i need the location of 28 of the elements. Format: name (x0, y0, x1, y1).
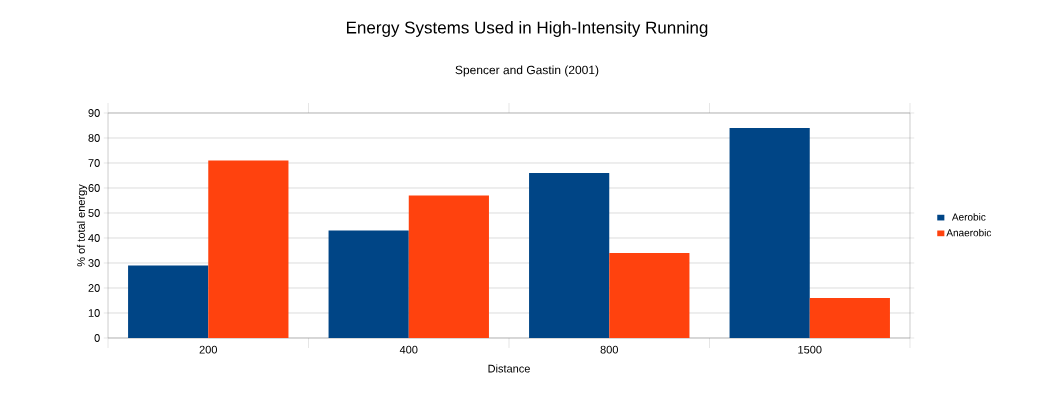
legend-label: Aerobic (951, 213, 986, 221)
bar (328, 230, 409, 338)
y-tick-label: 30 (88, 259, 100, 267)
y-tick-label: 20 (88, 284, 100, 292)
x-tick-label: 200 (199, 345, 217, 354)
chart-title: Energy Systems Used in High-Intensity Running (346, 21, 708, 37)
bar (809, 297, 890, 338)
x-tick-label: 400 (399, 345, 418, 354)
y-tick-label: 60 (88, 184, 100, 192)
y-tick-label: 40 (88, 234, 100, 242)
y-tick-label: 0 (94, 334, 100, 342)
bar (729, 127, 810, 338)
bar (609, 252, 690, 338)
y-tick-label: 90 (88, 109, 100, 117)
x-tick-label: 1500 (798, 345, 822, 354)
y-tick-label: 80 (88, 134, 100, 142)
y-axis-title: % of total energy (76, 184, 88, 267)
x-axis-title: Distance (488, 364, 530, 373)
legend-label: Anaerobic (946, 228, 992, 237)
y-tick-label: 50 (88, 209, 100, 217)
x-tick-label: 800 (600, 345, 618, 354)
bar (128, 265, 209, 338)
bar (408, 195, 489, 338)
y-tick-label: 10 (88, 309, 100, 317)
y-tick-label: 70 (88, 159, 100, 167)
bar (529, 172, 610, 338)
bar (208, 160, 289, 338)
chart-subtitle: Spencer and Gastin (2001) (455, 65, 599, 77)
